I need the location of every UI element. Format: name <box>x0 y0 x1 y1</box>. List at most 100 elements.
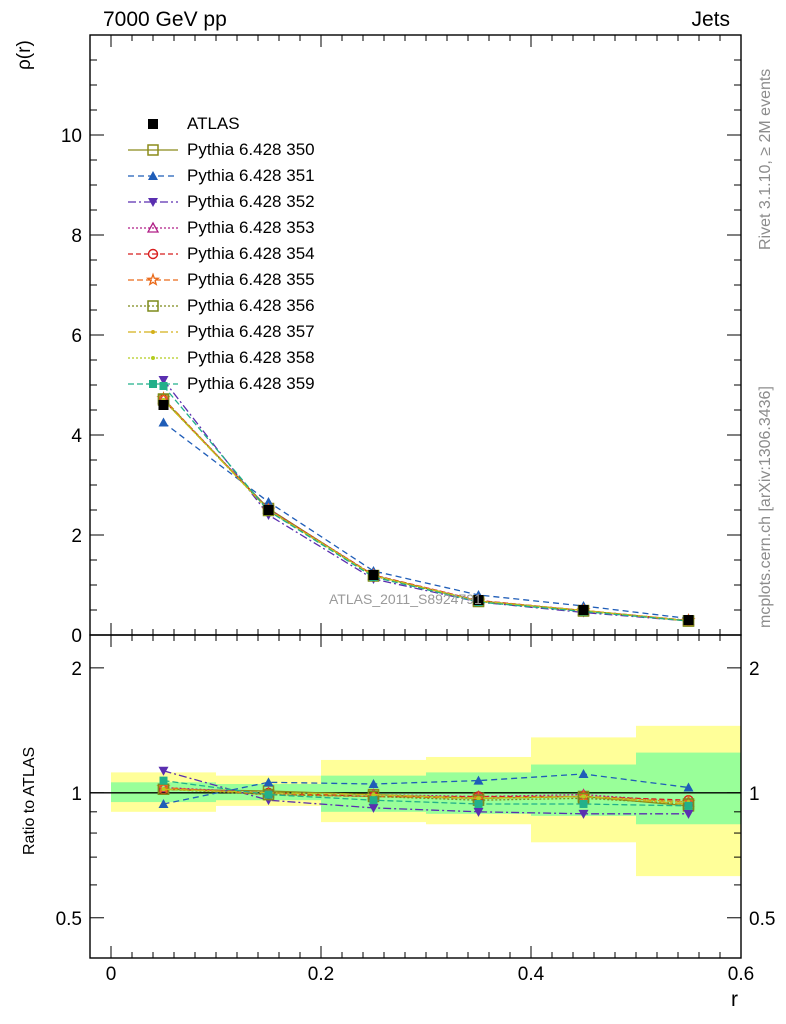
legend-swatch <box>128 380 178 388</box>
legend-entry: Pythia 6.428 352 <box>126 190 366 216</box>
legend-label: Pythia 6.428 356 <box>187 296 315 315</box>
legend-entry: Pythia 6.428 359 <box>126 372 366 398</box>
legend-marker <box>148 119 158 129</box>
data-point <box>158 417 169 427</box>
data-point <box>158 766 169 776</box>
data-point <box>579 799 588 808</box>
series-line <box>163 786 689 803</box>
legend-marker <box>147 144 159 156</box>
data-point <box>368 570 379 580</box>
series-line <box>163 779 689 807</box>
process-label: Jets <box>691 8 730 31</box>
data-point <box>157 781 170 793</box>
legend-marker <box>146 221 160 233</box>
legend-entry: ATLAS <box>126 112 366 138</box>
series-line <box>162 379 689 622</box>
legend-entry: Pythia 6.428 354 <box>126 242 366 268</box>
series-line <box>163 398 689 622</box>
x-tick-label: 0.2 <box>308 964 334 985</box>
series-pythia-6428-358 <box>161 398 691 623</box>
legend-label: Pythia 6.428 357 <box>187 322 315 341</box>
legend-marker <box>149 380 157 388</box>
series-line <box>163 385 689 622</box>
y-tick-label: 6 <box>71 326 82 347</box>
legend-label: ATLAS <box>187 114 240 133</box>
data-point <box>159 776 168 785</box>
x-axis-label: r <box>731 988 738 1011</box>
legend-swatch <box>128 248 178 260</box>
collision-label: 7000 GeV pp <box>103 8 227 31</box>
y-tick-label: 0.5 <box>56 909 82 930</box>
legend-entry: Pythia 6.428 351 <box>126 164 366 190</box>
legend-entry: Pythia 6.428 355 <box>126 268 366 294</box>
y-tick-label: 2 <box>71 526 82 547</box>
data-point <box>578 605 589 615</box>
data-point <box>159 382 168 390</box>
data-point <box>683 809 694 819</box>
y-tick-label: 4 <box>71 426 82 447</box>
ratio-plot-frame <box>89 634 742 959</box>
legend-label: Pythia 6.428 355 <box>187 270 315 289</box>
data-point <box>683 615 694 625</box>
legend-marker <box>148 171 158 180</box>
data-point <box>474 799 483 808</box>
main-series <box>156 376 696 627</box>
series-pythia-6428-352 <box>158 766 694 819</box>
data-point <box>473 807 484 817</box>
legend-swatch <box>148 119 158 129</box>
y-tick-label-right: 2 <box>749 659 760 680</box>
series-line <box>163 399 689 622</box>
legend-label: Pythia 6.428 351 <box>187 166 315 185</box>
series-atlas-data <box>158 400 694 625</box>
data-point <box>263 505 274 515</box>
series-line <box>163 788 689 803</box>
legend-entry: Pythia 6.428 350 <box>126 138 366 164</box>
data-point <box>158 798 169 808</box>
main-y-axis-label: ρ(r) <box>14 40 35 70</box>
series-line <box>163 773 689 805</box>
legend-label: Pythia 6.428 352 <box>187 192 315 211</box>
legend-marker <box>151 330 155 334</box>
rivet-version-note: Rivet 3.1.10, ≥ 2M events <box>757 68 774 250</box>
data-point <box>473 595 484 605</box>
data-point <box>473 775 484 785</box>
legend-marker <box>151 356 155 360</box>
analysis-watermark: ATLAS_2011_S8924791 <box>329 591 482 607</box>
series-line <box>163 788 689 805</box>
y-tick-label: 8 <box>71 226 82 247</box>
legend-swatch <box>128 221 178 233</box>
data-point <box>371 792 376 797</box>
legend-swatch <box>128 272 178 286</box>
legend-swatch <box>128 356 178 360</box>
data-point <box>158 376 169 385</box>
main-y-axis-ticks: 0 2 4 6 8 10 <box>61 34 741 647</box>
legend-label: Pythia 6.428 353 <box>187 218 315 237</box>
data-point <box>368 803 379 813</box>
legend-entry: Pythia 6.428 357 <box>126 320 366 346</box>
ratio-series <box>156 766 696 819</box>
data-point <box>158 400 169 410</box>
data-point <box>263 497 274 506</box>
y-tick-label-right: 1 <box>749 784 760 805</box>
data-point <box>263 777 274 787</box>
ratio-y-axis-ticks: 0.5 0.5 1 1 2 2 <box>56 659 775 959</box>
data-point <box>683 782 694 792</box>
legend-swatch <box>128 171 178 180</box>
ratio-y-axis-label: Ratio to ATLAS <box>21 746 38 855</box>
legend-entry: Pythia 6.428 358 <box>126 346 366 372</box>
x-tick-label: 0 <box>106 964 117 985</box>
y-tick-label: 2 <box>71 659 82 680</box>
legend-entry: Pythia 6.428 353 <box>126 216 366 242</box>
series-pythia-6428-351 <box>158 769 694 808</box>
legend-entry: Pythia 6.428 356 <box>126 294 366 320</box>
legend-marker <box>147 300 159 312</box>
legend: ATLAS Pythia 6.428 350 Pythia 6.428 351 Pyt… <box>126 112 366 398</box>
legend-marker <box>147 248 159 260</box>
legend-label: Pythia 6.428 358 <box>187 348 315 367</box>
data-point <box>581 794 586 799</box>
legend-swatch <box>128 198 178 207</box>
data-point <box>264 790 273 799</box>
x-tick-label: 0.4 <box>518 964 545 985</box>
data-point <box>578 809 589 819</box>
series-line <box>163 421 689 620</box>
